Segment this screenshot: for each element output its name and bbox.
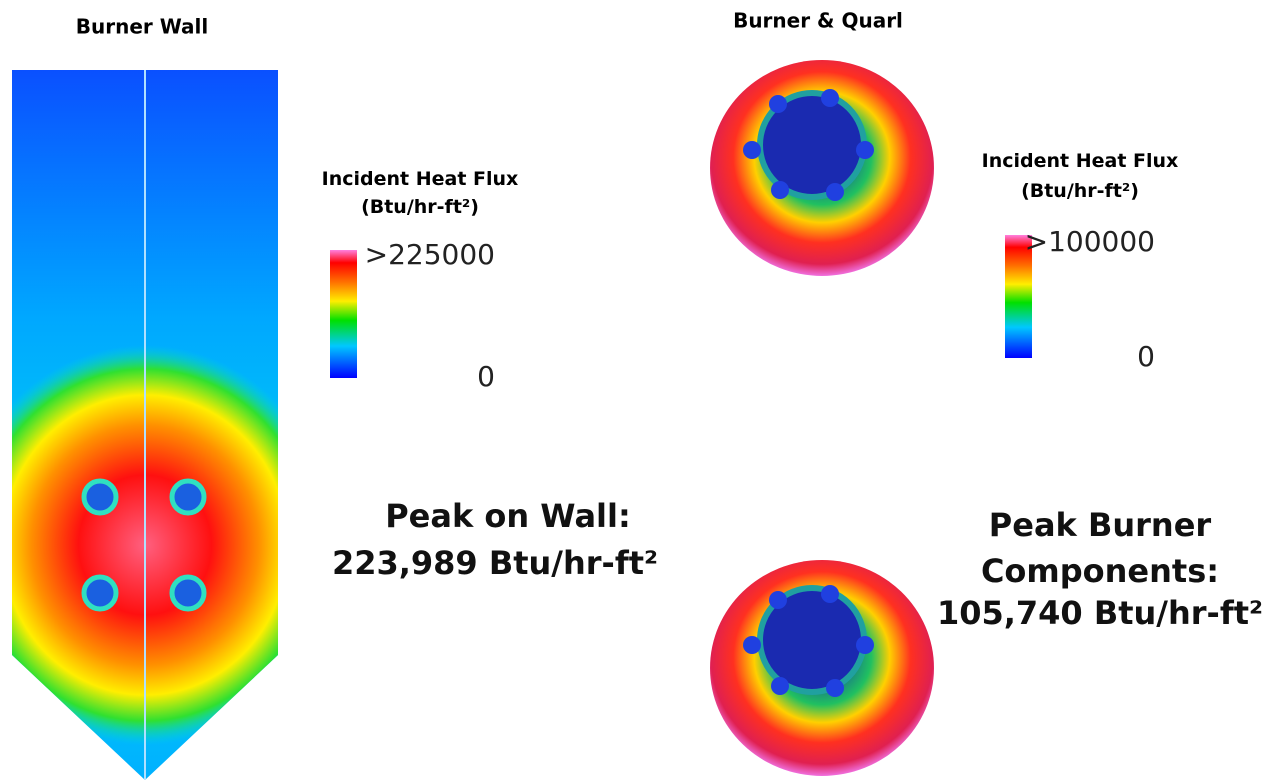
legend-title-box: Incident Heat Flux (Btu/hr-ft²) [970, 146, 1190, 206]
panel-title: Burner Wall [76, 15, 209, 39]
burner-quarl-top [710, 60, 934, 276]
peak-text: Components: [981, 552, 1219, 590]
colorbar [330, 250, 357, 378]
legend-min: 0 [477, 360, 495, 393]
burner-quarl-bottom [710, 560, 934, 776]
legend-title: Incident Heat Flux (Btu/hr-ft²) [300, 165, 540, 221]
peak-text: 223,989 Btu/hr-ft² [332, 544, 658, 582]
panel-title: Burner & Quarl [733, 9, 903, 33]
legend-max: >100000 [1025, 225, 1155, 258]
peak-text: Peak on Wall: [385, 497, 631, 535]
legend-max: >225000 [365, 238, 495, 271]
legend-min: 0 [1137, 340, 1155, 373]
figure: Burner Wall Burner & Quarl Incident Heat… [0, 0, 1272, 782]
legend-title: Incident Heat Flux (Btu/hr-ft²) [970, 146, 1190, 206]
page: Burner Wall Burner & Quarl Incident Heat… [0, 0, 1272, 782]
burner-wall-map [0, 70, 335, 780]
peak-text: 105,740 Btu/hr-ft² [937, 594, 1263, 632]
peak-text: Peak Burner [989, 506, 1212, 544]
legend-title-box: Incident Heat Flux (Btu/hr-ft²) [300, 165, 540, 225]
